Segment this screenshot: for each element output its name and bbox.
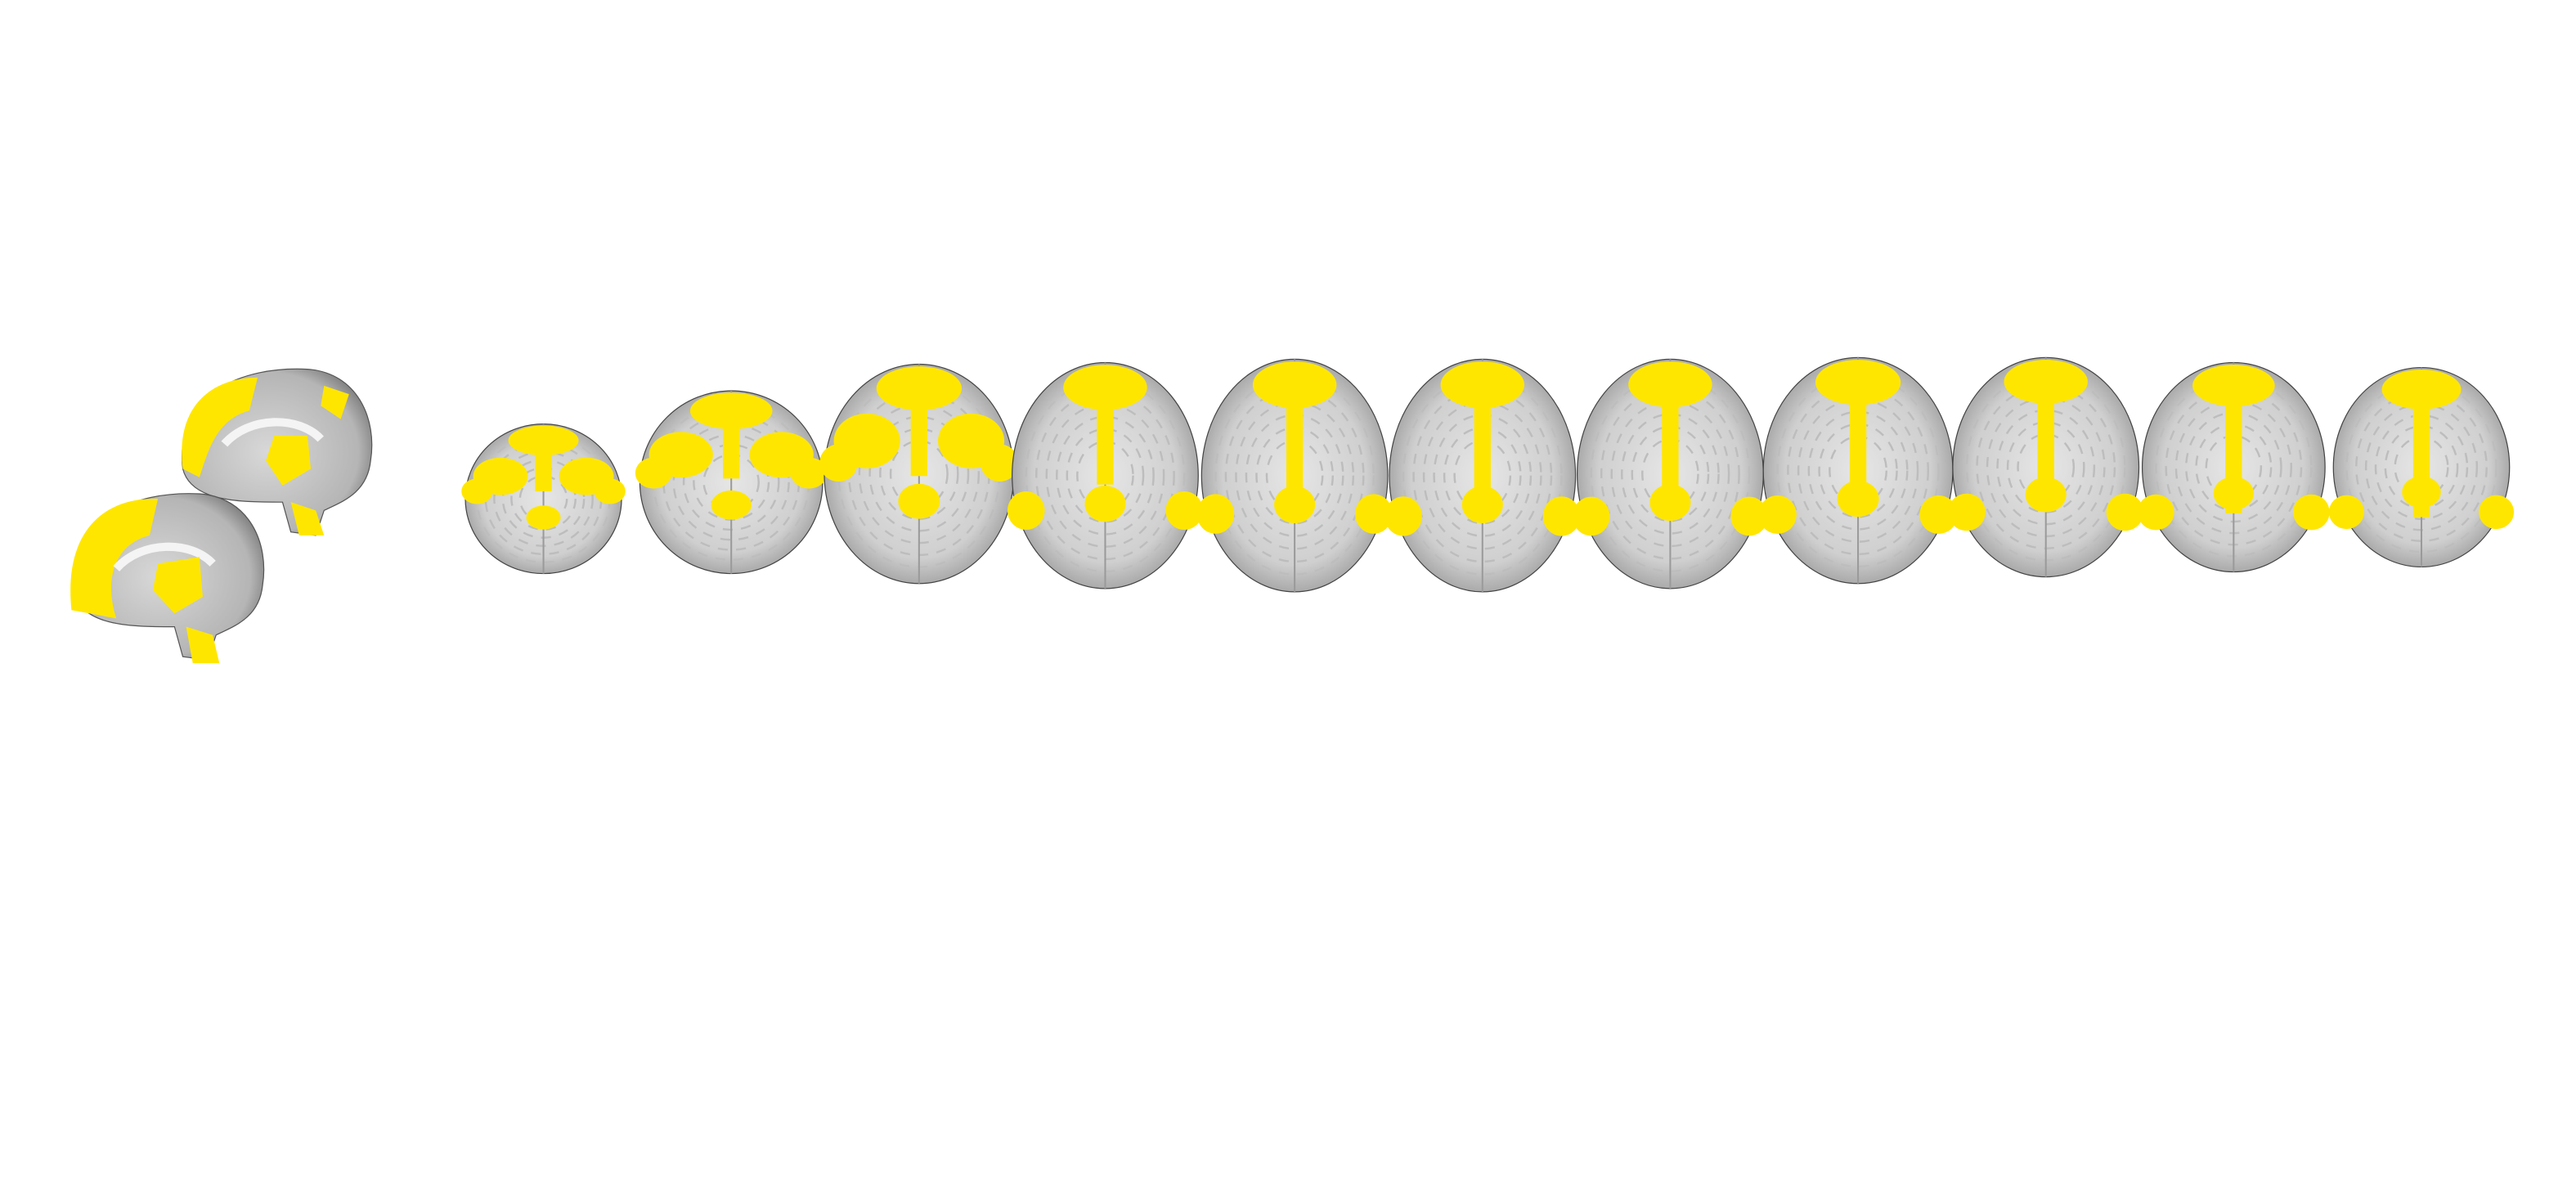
gyrus	[879, 428, 959, 520]
gyrus	[1076, 440, 1134, 511]
activation	[2004, 360, 2088, 404]
activation	[689, 392, 773, 429]
activation	[473, 457, 528, 495]
activation	[1649, 484, 1691, 522]
activation	[1628, 361, 1712, 408]
gyrus	[1797, 398, 1919, 543]
axial-slice	[2137, 361, 2330, 573]
gyrus	[1590, 375, 1751, 573]
activation	[749, 432, 814, 478]
sagittal-slice	[182, 368, 373, 536]
activation	[2293, 494, 2330, 531]
activation	[1461, 486, 1503, 523]
gyrus	[1787, 386, 1930, 556]
gyrus	[2345, 381, 2497, 553]
gyrus	[1045, 403, 1165, 548]
activation	[1662, 405, 1679, 504]
gyrus	[672, 423, 790, 541]
gyrus	[1818, 423, 1898, 518]
activation	[2137, 494, 2174, 531]
activation	[2479, 495, 2515, 530]
axial-slice	[1948, 356, 2144, 578]
activation	[2192, 365, 2275, 407]
gyrus	[1214, 375, 1376, 576]
axial-slice	[461, 423, 626, 575]
activation	[535, 454, 552, 491]
activation	[648, 432, 713, 478]
activation	[1196, 494, 1235, 534]
activation	[1440, 361, 1524, 409]
gyrus	[1600, 388, 1740, 560]
axial-slice	[1384, 358, 1581, 593]
activation	[2106, 493, 2144, 531]
activation	[1572, 496, 1610, 536]
activation	[2402, 476, 2441, 509]
activation	[2213, 477, 2254, 510]
axial-slice	[1007, 361, 1203, 589]
activation	[508, 425, 579, 456]
activation	[1274, 486, 1316, 523]
axial-slice	[1758, 356, 1958, 585]
activation	[910, 408, 927, 477]
activation	[711, 490, 752, 520]
activation	[723, 427, 740, 479]
activation	[1165, 491, 1203, 530]
activation	[1384, 496, 1422, 536]
activation	[898, 483, 940, 519]
gyrus	[1066, 428, 1145, 523]
activation	[559, 457, 614, 495]
gyrus	[518, 475, 568, 522]
axial-slice	[819, 363, 1019, 585]
axial-slice	[2328, 366, 2515, 568]
axial-slice	[635, 390, 828, 575]
activation	[526, 505, 561, 530]
activation	[1355, 494, 1393, 534]
axial-slice	[1572, 358, 1768, 589]
activation	[1948, 493, 1986, 531]
activation	[1474, 406, 1491, 500]
activation	[1758, 495, 1797, 534]
activation	[1097, 407, 1114, 485]
activation	[2328, 495, 2364, 530]
gyrus	[2006, 421, 2085, 513]
gyrus	[1776, 373, 1940, 568]
gyrus	[2017, 433, 2076, 501]
activation	[2381, 370, 2462, 410]
gyrus	[1807, 410, 1909, 531]
axial-slices	[461, 356, 2515, 593]
gyrus	[1402, 375, 1563, 576]
activation	[1849, 402, 1867, 507]
gyrus	[1610, 401, 1730, 548]
axial-slice	[1196, 358, 1393, 593]
gyrus	[1621, 413, 1720, 535]
activation	[1286, 406, 1304, 492]
activation	[833, 413, 900, 468]
activation	[1542, 496, 1581, 536]
activation	[876, 366, 962, 410]
sagittal-slice	[70, 493, 265, 664]
activation	[1007, 491, 1045, 530]
activation	[938, 413, 1005, 468]
activation	[2025, 477, 2067, 513]
activation	[1919, 495, 1958, 534]
gyrus	[889, 440, 949, 509]
gyrus	[1056, 415, 1155, 536]
gyrus	[868, 415, 970, 532]
gyrus	[1631, 425, 1710, 522]
activation	[1730, 496, 1768, 536]
activation	[1837, 481, 1879, 518]
gyrus	[1035, 391, 1175, 561]
activation	[1084, 486, 1126, 522]
activation	[1252, 361, 1337, 409]
activation	[1815, 360, 1901, 406]
activation	[1063, 365, 1147, 410]
